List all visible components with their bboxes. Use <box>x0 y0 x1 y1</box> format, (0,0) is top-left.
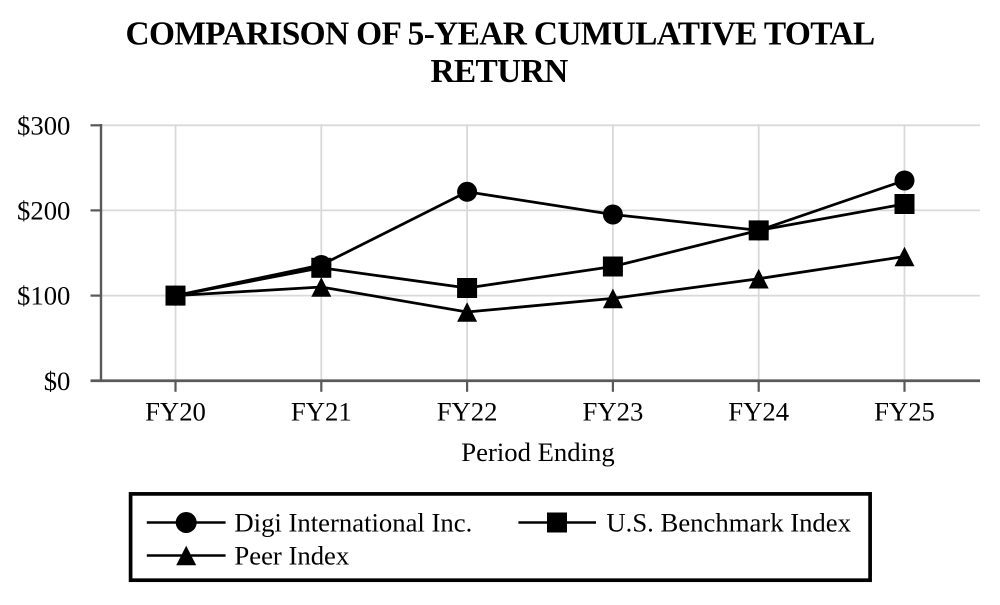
svg-text:FY21: FY21 <box>291 397 352 427</box>
svg-text:$300: $300 <box>17 110 70 140</box>
svg-text:Digi International Inc.: Digi International Inc. <box>234 508 472 538</box>
svg-text:$100: $100 <box>17 281 70 311</box>
svg-text:RETURN: RETURN <box>430 53 568 90</box>
svg-text:FY24: FY24 <box>728 397 789 427</box>
svg-text:$0: $0 <box>44 366 71 396</box>
svg-text:Period Ending: Period Ending <box>461 437 614 467</box>
svg-text:$200: $200 <box>17 196 70 226</box>
svg-text:COMPARISON OF 5-YEAR CUMULATIV: COMPARISON OF 5-YEAR CUMULATIVE TOTAL <box>126 15 875 52</box>
svg-text:FY25: FY25 <box>874 397 935 427</box>
svg-text:U.S. Benchmark Index: U.S. Benchmark Index <box>606 508 851 538</box>
svg-text:FY20: FY20 <box>145 397 206 427</box>
svg-text:FY23: FY23 <box>582 397 643 427</box>
svg-text:FY22: FY22 <box>437 397 498 427</box>
svg-text:Peer Index: Peer Index <box>234 541 350 571</box>
